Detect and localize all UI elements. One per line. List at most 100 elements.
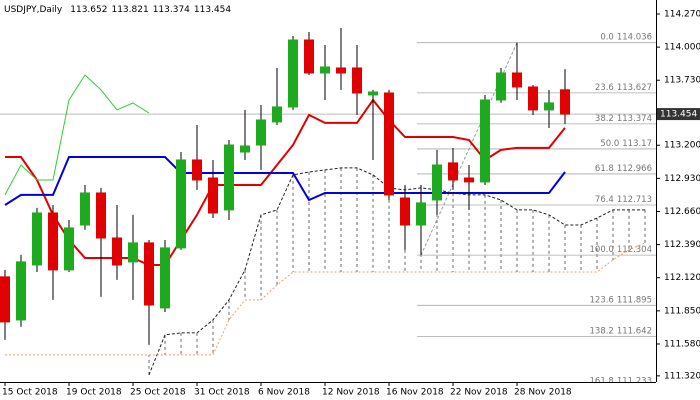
fib-level-value: 113.374 [617,113,652,123]
candle-body [464,177,474,183]
y-tick-label: 111.320 [664,371,700,381]
fib-label: 61.8 112.966 [595,163,652,173]
candle-body [224,144,234,211]
candle-body [544,102,554,111]
candle-body [288,39,298,108]
y-tick-label: 111.580 [664,339,700,349]
candle-body [272,106,282,123]
fib-label: 0.0 114.036 [600,32,652,42]
candle-body [240,145,250,153]
candle-body [64,227,74,271]
x-tick-label: 25 Oct 2018 [130,388,186,398]
candle-body [32,212,42,266]
x-tick-label: 16 Nov 2018 [386,388,444,398]
candle-body [400,197,410,226]
y-tick-label: 112.120 [664,273,700,283]
fib-label: 100.0 112.304 [590,245,653,255]
candle-body [560,89,570,115]
candle-body [496,72,506,101]
candle-body [256,119,266,146]
indicator-line [4,74,150,196]
fib-level-name: 123.6 [590,295,614,305]
candle-body [432,164,442,201]
fib-level-name: 61.8 [595,163,614,173]
candle-body [0,276,10,323]
x-tick-label: 12 Nov 2018 [322,388,380,398]
fib-level-value: 111.233 [617,376,652,386]
candle-body [192,159,202,181]
candle-body [368,91,378,96]
indicator-line [148,167,645,376]
candle-body [352,67,362,94]
indicator-line [5,98,566,266]
y-tick-label: 111.850 [664,306,700,316]
fib-level-name: 50.0 [600,138,619,148]
fib-level-name: 100.0 [590,245,614,255]
x-tick-label: 15 Oct 2018 [2,388,58,398]
candle-body [320,66,330,74]
chart-header: USDJPY,Daily 113.652 113.821 113.374 113.454 [4,5,231,15]
candle-body [448,162,458,181]
x-tick-label: 6 Nov 2018 [258,388,310,398]
candle-body [144,242,154,306]
fib-label: 76.4 112.713 [595,194,652,204]
header-low: 113.374 [153,5,190,15]
y-tick-label: 113.200 [664,141,700,151]
x-tick-label: 19 Oct 2018 [66,388,122,398]
candle-body [480,99,490,183]
candle-body [48,212,58,271]
y-tick-label: 112.660 [664,207,700,217]
symbol: USDJPY,Daily [4,5,63,15]
candle-body [16,261,26,321]
fib-level-name: 138.2 [590,326,614,336]
fib-level-value: 113.17 [622,138,652,148]
header-high: 113.821 [111,5,148,15]
fib-level-name: 38.2 [595,113,614,123]
fib-level-name: 76.4 [595,194,614,204]
candle-body [304,39,314,74]
candle-body [96,192,106,239]
fib-level-value: 112.966 [617,163,652,173]
y-tick-label: 114.000 [664,43,700,53]
candle-body [512,72,522,88]
fib-level-value: 112.713 [617,194,652,204]
candle-body [208,177,218,214]
fib-label: 50.0 113.17 [600,138,652,148]
candle-body [384,92,394,196]
y-tick-label: 112.930 [664,174,700,184]
candle-body [160,247,170,309]
fib-label: 161.8 111.233 [590,376,653,386]
x-tick-label: 22 Nov 2018 [450,388,508,398]
y-tick-label: 112.390 [664,240,700,250]
fib-level-name: 0.0 [600,32,614,42]
fib-level-value: 113.627 [617,82,652,92]
fib-level-value: 111.895 [617,295,652,305]
fib-level-name: 161.8 [590,376,614,386]
candle-body [128,242,138,263]
header-open: 113.652 [70,5,107,15]
x-tick-label: 31 Oct 2018 [194,388,250,398]
fib-level-name: 23.6 [595,82,614,92]
fib-label: 38.2 113.374 [595,113,652,123]
fib-level-value: 111.642 [617,326,652,336]
y-tick-label: 114.270 [664,9,700,19]
fib-label: 123.6 111.895 [590,295,653,305]
candle-body [336,67,346,74]
fib-level-value: 112.304 [617,245,652,255]
candle-body [528,86,538,111]
header-close: 113.454 [194,5,231,15]
price-box [657,108,700,121]
candle-body [176,159,186,249]
fib-label: 23.6 113.627 [595,82,652,92]
candle-body [80,192,90,226]
y-tick-label: 113.730 [664,76,700,86]
candle-body [112,237,122,266]
x-tick-label: 28 Nov 2018 [514,388,572,398]
fib-label: 138.2 111.642 [590,326,653,336]
price-label: 113.454 [660,110,697,120]
indicator-line [4,156,566,206]
candle-body [416,202,426,226]
